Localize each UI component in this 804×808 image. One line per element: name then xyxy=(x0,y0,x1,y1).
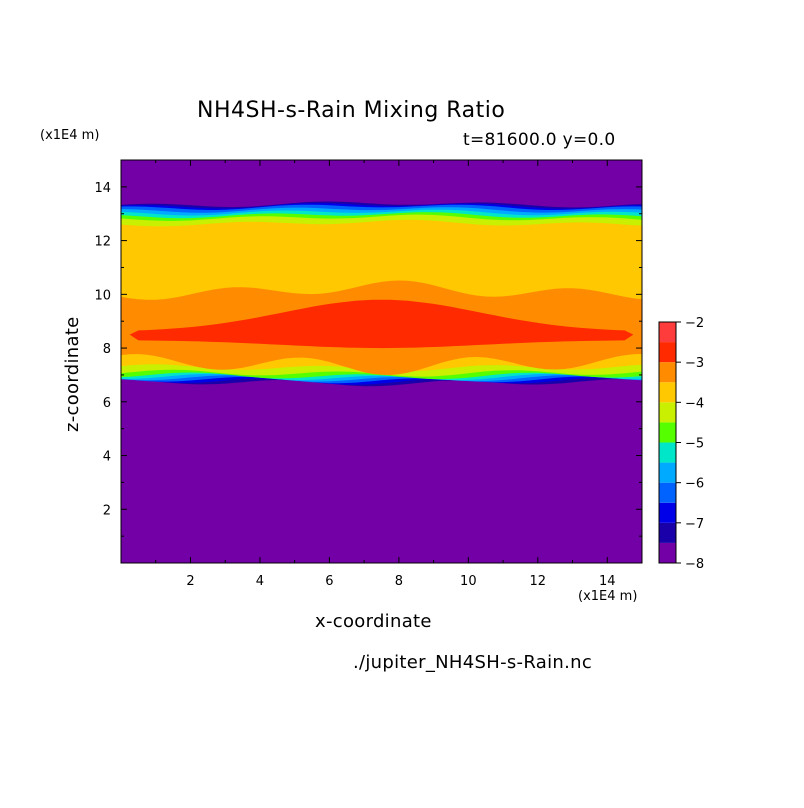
colorbar-swatch xyxy=(659,402,676,423)
colorbar-swatch xyxy=(659,422,676,443)
colorbar-swatch xyxy=(659,362,676,383)
colorbar-swatch xyxy=(659,522,676,543)
x-tick-label: 12 xyxy=(530,574,547,589)
colorbar-tick-label: −2 xyxy=(685,316,704,331)
colorbar-swatch xyxy=(659,322,676,343)
x-tick-label: 8 xyxy=(395,574,403,589)
x-unit-label: (x1E4 m) xyxy=(578,589,638,604)
y-tick-label: 10 xyxy=(94,288,111,303)
x-tick-label: 14 xyxy=(599,574,616,589)
source-filename: ./jupiter_NH4SH-s-Rain.nc xyxy=(353,652,593,673)
colorbar-tick-label: −5 xyxy=(685,437,704,452)
x-tick-label: 4 xyxy=(256,574,264,589)
colorbar-swatch xyxy=(659,442,676,463)
y-tick-label: 2 xyxy=(103,503,111,518)
x-tick-label: 6 xyxy=(325,574,333,589)
chart-title: NH4SH-s-Rain Mixing Ratio xyxy=(197,98,506,123)
colorbar-swatch xyxy=(659,502,676,523)
chart-subtitle: t=81600.0 y=0.0 xyxy=(463,130,616,150)
colorbar-swatch xyxy=(659,462,676,483)
colorbar-tick-label: −8 xyxy=(685,557,704,572)
colorbar-tick-label: −6 xyxy=(685,477,704,492)
colorbar-tick-label: −4 xyxy=(685,396,704,411)
colorbar-swatch xyxy=(659,482,676,503)
y-tick-label: 12 xyxy=(94,235,111,250)
colorbar-swatch xyxy=(659,382,676,403)
plot-frame xyxy=(120,159,643,564)
colorbar-swatch xyxy=(659,342,676,363)
x-tick-label: 2 xyxy=(186,574,194,589)
y-unit-label: (x1E4 m) xyxy=(40,128,100,143)
y-tick-label: 8 xyxy=(103,342,111,357)
colorbar-swatch xyxy=(659,542,676,563)
y-tick-label: 4 xyxy=(103,450,111,465)
contour-band xyxy=(121,299,642,349)
colorbar-tick-label: −3 xyxy=(685,356,704,371)
x-axis-title: x-coordinate xyxy=(315,611,432,632)
y-tick-label: 14 xyxy=(94,181,111,196)
colorbar-tick-label: −7 xyxy=(685,517,704,532)
y-tick-label: 6 xyxy=(103,396,111,411)
x-tick-label: 10 xyxy=(460,574,477,589)
y-axis-title: z-coordinate xyxy=(62,316,83,432)
